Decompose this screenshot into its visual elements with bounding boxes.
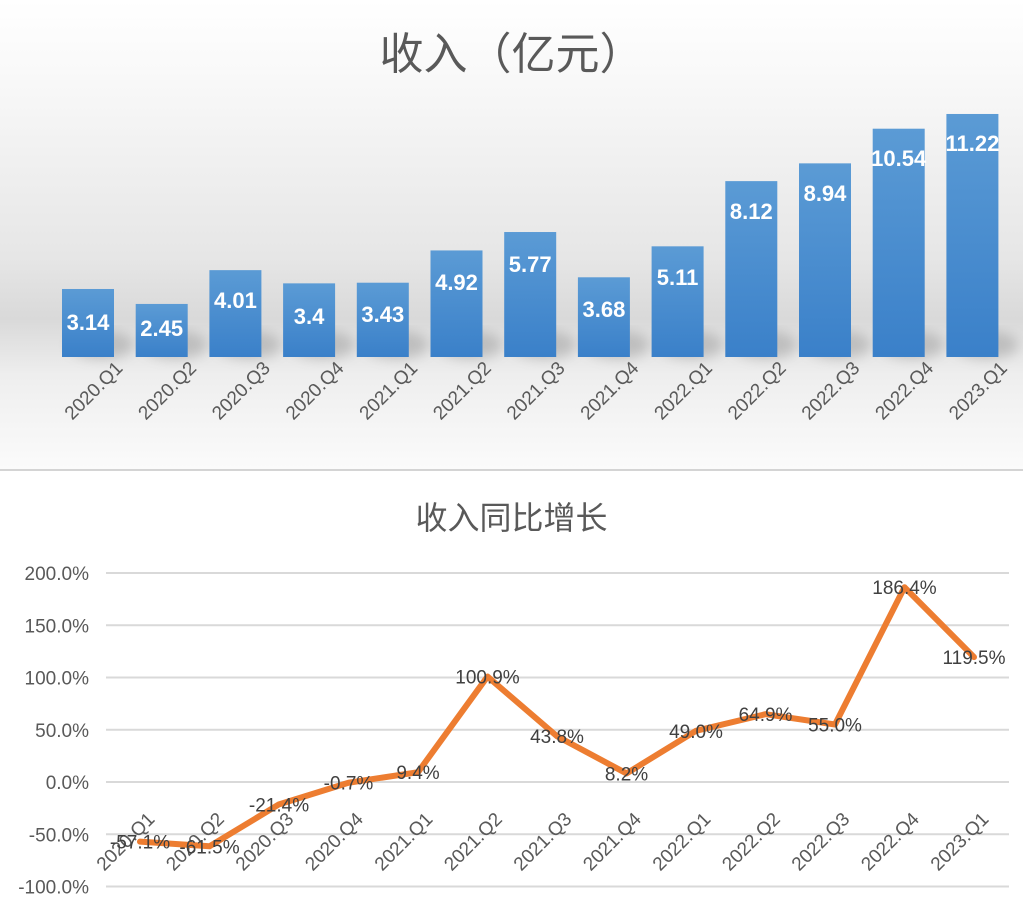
y-axis-tick-label: 0.0% xyxy=(46,773,89,794)
y-axis-tick-label: -50.0% xyxy=(29,825,89,846)
y-axis-tick-label: 150.0% xyxy=(25,616,90,637)
revenue-chart-title: 收入（亿元） xyxy=(379,29,644,80)
x-axis-tick-label: 2021.Q4 xyxy=(579,809,646,876)
x-axis-tick-label: 2023.Q1 xyxy=(945,358,1011,424)
y-axis-tick-label: 100.0% xyxy=(25,669,90,690)
revenue-bar-chart: 3.14 2.45 4.01 3.4 3.43 4.92 5.77 3.68 5.11 8.12 8… xyxy=(61,113,1019,425)
revenue-bar xyxy=(799,163,851,357)
growth-line-chart-panel: 收入同比增长 200.0% 150.0% 100.0% 50.0% 0.0% -50.0%… xyxy=(0,471,1023,901)
data-point-label: -61.5% xyxy=(179,837,239,858)
growth-chart-title: 收入同比增长 xyxy=(415,499,608,537)
bar-value-label: 3.43 xyxy=(361,302,404,327)
x-axis-tick-label: 2021.Q2 xyxy=(429,358,495,424)
x-axis-tick-label: 2021.Q1 xyxy=(356,358,422,424)
bar-value-label: 11.22 xyxy=(945,131,999,156)
data-point-label: -0.7% xyxy=(324,774,374,795)
data-point-label: 9.4% xyxy=(396,763,439,784)
x-axis-tick-label: 2022.Q3 xyxy=(798,358,864,424)
bar-value-label: 10.54 xyxy=(871,146,927,171)
x-axis-tick-label: 2021.Q4 xyxy=(577,358,644,425)
data-point-label: -57.1% xyxy=(110,833,170,854)
growth-line-series xyxy=(137,584,977,850)
data-point-label: 49.0% xyxy=(669,722,723,743)
bar-value-label: 5.11 xyxy=(657,265,699,290)
revenue-bar xyxy=(504,232,557,357)
data-point-label: 64.9% xyxy=(739,705,793,726)
revenue-bar xyxy=(430,250,483,357)
x-axis-tick-label: 2022.Q2 xyxy=(718,809,784,875)
x-axis-tick-label: 2022.Q4 xyxy=(872,358,939,425)
x-axis-tick-label: 2022.Q1 xyxy=(651,358,717,424)
x-axis-tick-label: 2020.Q3 xyxy=(208,358,274,424)
x-axis-tick-label: 2023.Q1 xyxy=(927,809,993,875)
x-axis-tick-label: 2022.Q4 xyxy=(857,809,924,876)
x-axis-tick-label: 2020.Q1 xyxy=(61,358,127,424)
data-point-label: 186.4% xyxy=(872,578,937,599)
revenue-bar xyxy=(135,303,188,357)
bar-value-label: 8.94 xyxy=(804,181,848,206)
x-axis-tick-label: 2022.Q1 xyxy=(649,809,715,875)
x-axis-tick-label: 2022.Q2 xyxy=(724,358,790,424)
chart-divider xyxy=(0,469,1023,471)
bar-value-label: 8.12 xyxy=(730,199,773,224)
data-point-label: -21.4% xyxy=(249,795,309,816)
x-axis-tick-label: 2021.Q1 xyxy=(371,809,437,875)
x-axis-tick-label: 2020.Q4 xyxy=(301,809,368,876)
x-axis-tick-label: 2022.Q3 xyxy=(788,809,854,875)
revenue-bar xyxy=(209,270,262,357)
revenue-bar xyxy=(356,282,409,357)
bar-value-label: 4.01 xyxy=(214,288,257,313)
x-axis-tick-label: 2020.Q2 xyxy=(135,358,201,424)
bar-value-label: 3.14 xyxy=(67,310,111,335)
y-axis-tick-label: 200.0% xyxy=(25,564,90,585)
bar-value-label: 3.68 xyxy=(582,297,625,322)
revenue-bar xyxy=(577,277,630,357)
revenue-bar xyxy=(651,246,704,357)
data-point-label: 119.5% xyxy=(942,648,1005,669)
bar-value-label: 5.77 xyxy=(509,252,552,277)
data-point-label: 100.9% xyxy=(455,668,520,689)
bar-value-label: 2.45 xyxy=(140,316,183,341)
y-axis-tick-label: -100.0% xyxy=(18,878,89,899)
data-point-label: 8.2% xyxy=(605,764,648,785)
bar-value-label: 3.4 xyxy=(294,304,325,329)
revenue-bar xyxy=(725,181,778,357)
growth-line-chart: 200.0% 150.0% 100.0% 50.0% 0.0% -50.0% -100.0%… xyxy=(18,564,1009,899)
x-axis-tick-label: 2021.Q2 xyxy=(440,809,506,875)
x-axis-tick-label: 2021.Q3 xyxy=(510,809,576,875)
revenue-bar xyxy=(283,283,336,357)
x-axis-tick-label: 2020.Q3 xyxy=(232,809,298,875)
revenue-bar xyxy=(946,113,999,358)
y-axis-tick-label: 50.0% xyxy=(35,721,89,742)
revenue-bar-chart-panel: 收入（亿元） 3.14 2.45 4.01 3.4 3.43 4.92 5.77 3.68 5.… xyxy=(0,0,1023,469)
revenue-bar xyxy=(872,128,925,357)
data-point-label: 55.0% xyxy=(808,716,862,737)
x-axis-tick-label: 2021.Q3 xyxy=(503,358,569,424)
revenue-bar xyxy=(62,288,114,357)
bar-value-label: 4.92 xyxy=(435,270,478,295)
data-point-label: 43.8% xyxy=(530,727,584,748)
x-axis-tick-label: 2020.Q4 xyxy=(282,358,349,425)
